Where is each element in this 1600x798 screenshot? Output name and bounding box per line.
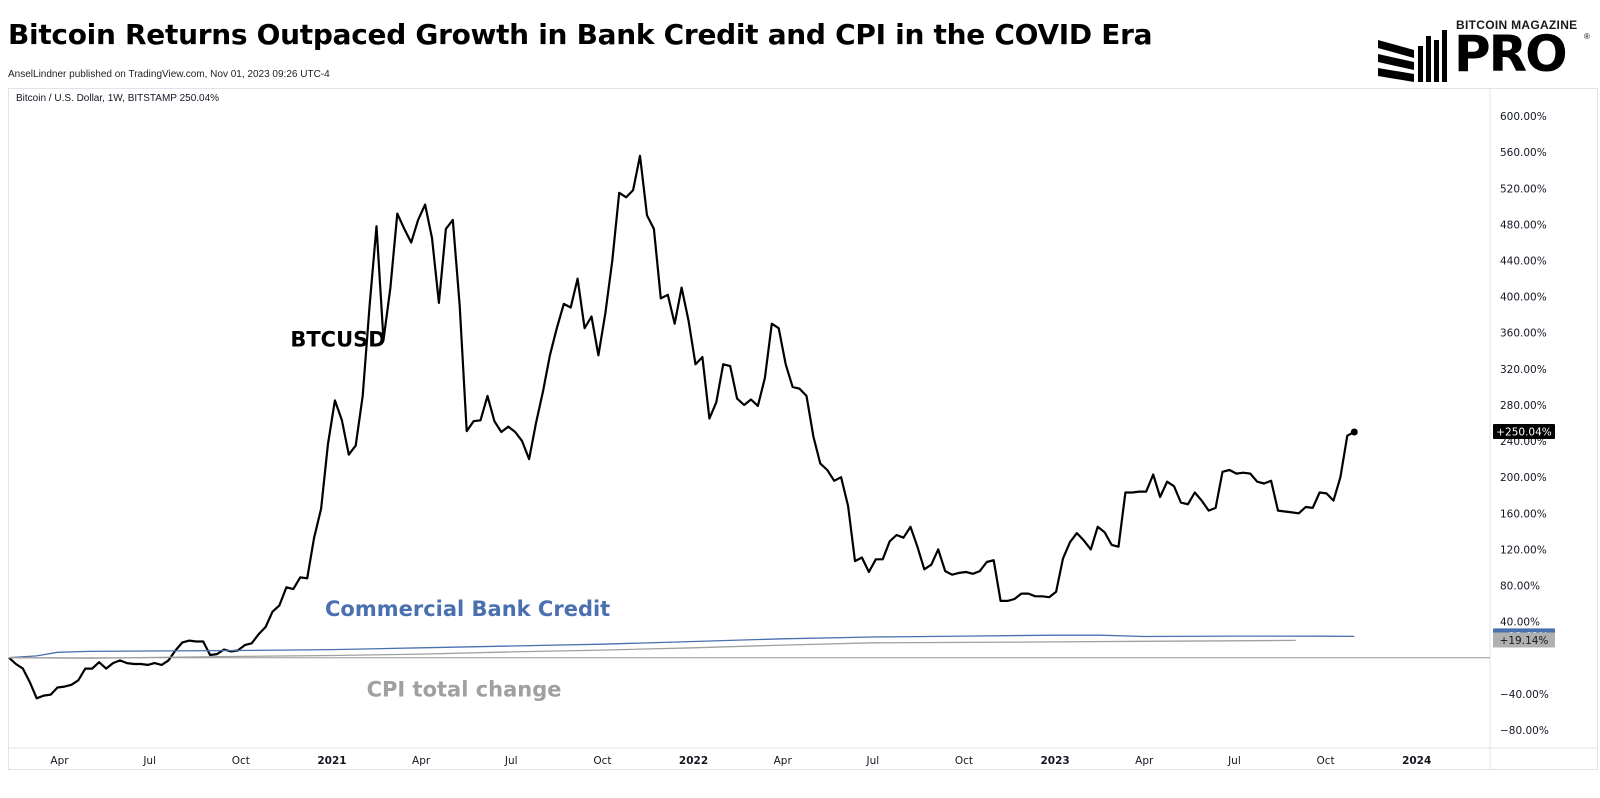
x-tick-label: Jul	[142, 755, 156, 767]
last-value-tag-cpi	[1493, 632, 1555, 648]
y-tick-label: 80.00%	[1500, 581, 1540, 593]
y-tick-label: −80.00%	[1500, 725, 1549, 737]
last-value-tag-btc	[1493, 424, 1555, 440]
last-value-label-btc: +250.04%	[1496, 427, 1552, 439]
y-tick-label: 120.00%	[1500, 544, 1547, 556]
logo-top-text: BITCOIN MAGAZINE	[1456, 18, 1578, 32]
series-line-btc	[8, 154, 1355, 700]
x-tick-label: Oct	[232, 755, 250, 767]
bitcoin-magazine-pro-logo: BITCOIN MAGAZINE PRO ®	[1378, 18, 1594, 82]
y-tick-label: 40.00%	[1500, 617, 1540, 629]
y-tick-label: 280.00%	[1500, 400, 1547, 412]
btc-last-point	[1350, 428, 1358, 436]
x-tick-label: Oct	[1316, 755, 1334, 767]
chart-title: Bitcoin Returns Outpaced Growth in Bank …	[8, 18, 1153, 51]
y-tick-label: −40.00%	[1500, 689, 1549, 701]
x-tick-label: Jul	[1227, 755, 1241, 767]
x-tick-label: Oct	[955, 755, 973, 767]
y-tick-label: 160.00%	[1500, 508, 1547, 520]
x-tick-label: 2023	[1040, 755, 1069, 767]
x-tick-label: Jul	[504, 755, 518, 767]
series-line-bank_credit	[8, 634, 1355, 659]
x-tick-label: 2021	[317, 755, 346, 767]
x-tick-label: Apr	[412, 755, 431, 767]
btcusd-annotation: BTCUSD	[290, 327, 385, 351]
cpi-annotation: CPI total change	[367, 678, 562, 702]
y-tick-label: 600.00%	[1500, 111, 1547, 123]
y-tick-label: 440.00%	[1500, 256, 1547, 268]
bank-credit-annotation: Commercial Bank Credit	[325, 597, 610, 621]
y-tick-label: 240.00%	[1500, 436, 1547, 448]
y-tick-label: 360.00%	[1500, 328, 1547, 340]
chart-frame	[8, 88, 1598, 770]
publisher-info: AnselLindner published on TradingView.co…	[8, 69, 330, 80]
symbol-info-label: Bitcoin / U.S. Dollar, 1W, BITSTAMP 250.…	[16, 93, 219, 104]
last-value-label-cpi: +19.14%	[1500, 635, 1549, 647]
x-tick-label: 2022	[679, 755, 708, 767]
y-tick-label: 480.00%	[1500, 219, 1547, 231]
y-tick-label: 400.00%	[1500, 292, 1547, 304]
logo-main-text: PRO	[1454, 25, 1568, 83]
logo-bars-icon	[1378, 30, 1447, 82]
x-tick-label: 2024	[1402, 755, 1431, 767]
series-line-cpi	[8, 639, 1296, 659]
x-tick-label: Oct	[593, 755, 611, 767]
x-tick-label: Jul	[865, 755, 879, 767]
x-tick-label: Apr	[1135, 755, 1154, 767]
y-tick-label: 520.00%	[1500, 183, 1547, 195]
x-tick-label: Apr	[774, 755, 793, 767]
registered-mark: ®	[1584, 32, 1590, 41]
x-tick-label: Apr	[50, 755, 69, 767]
y-tick-label: 200.00%	[1500, 472, 1547, 484]
y-tick-label: 320.00%	[1500, 364, 1547, 376]
y-tick-label: 560.00%	[1500, 147, 1547, 159]
